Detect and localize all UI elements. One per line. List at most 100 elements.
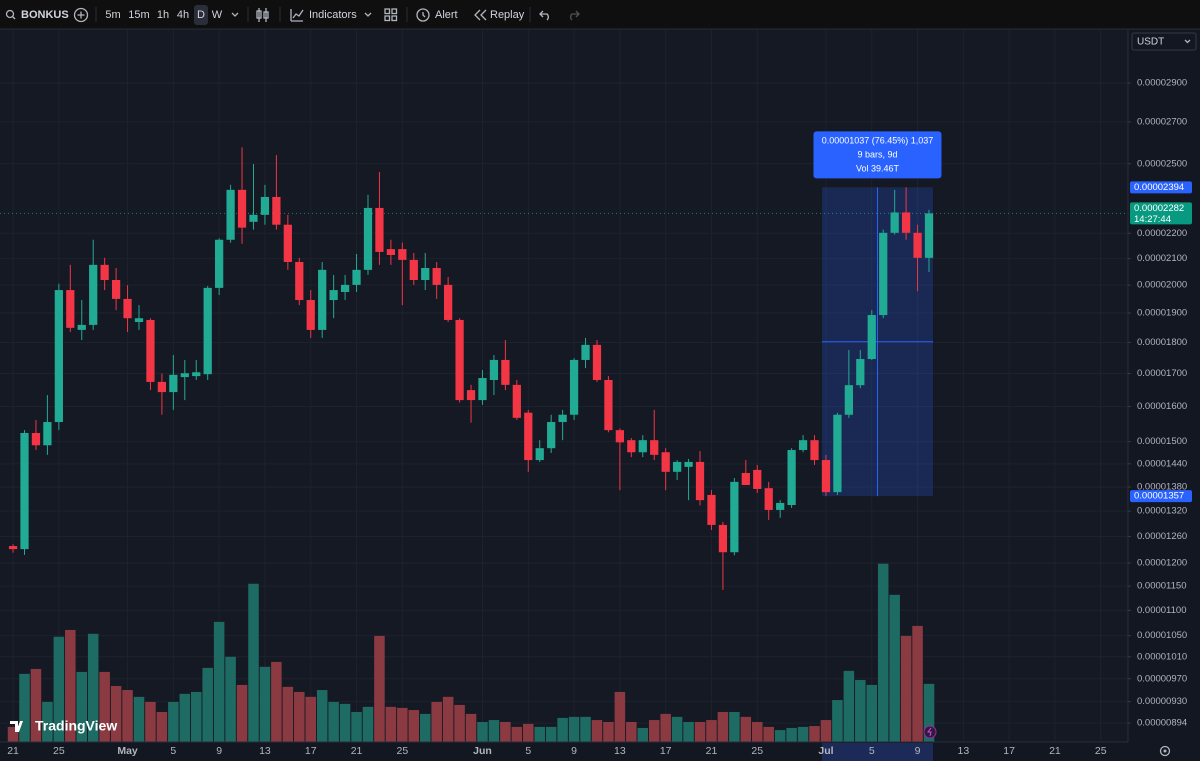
flash-icon[interactable] (923, 725, 937, 739)
y-tick-label: 0.00001320 (1137, 506, 1187, 517)
candle-body (592, 344, 602, 380)
volume-bar (545, 726, 557, 742)
y-tick-label: 0.00002900 (1137, 78, 1187, 89)
candle-body (718, 524, 728, 553)
volume-bar (397, 707, 408, 742)
volume-bar (465, 713, 477, 742)
candle-body (89, 264, 98, 325)
y-tick-label: 0.00001050 (1137, 630, 1187, 641)
candle-body (409, 259, 418, 280)
candle-body (856, 359, 865, 386)
candle-body (318, 269, 327, 330)
volume-bar (626, 721, 637, 742)
x-tick-label: 5 (170, 745, 176, 757)
candle-body (100, 264, 109, 280)
volume-bar (133, 696, 145, 742)
interval-button[interactable]: W (212, 9, 223, 21)
y-tick-label: 0.00000970 (1137, 673, 1187, 684)
indicators-button[interactable]: Indicators (290, 9, 357, 22)
x-tick-label: 13 (614, 745, 626, 757)
alert-button[interactable]: Alert (416, 8, 458, 22)
candle-body (478, 378, 487, 401)
interval-button[interactable]: 5m (105, 9, 120, 21)
x-tick-label: 21 (7, 745, 19, 757)
measure-tooltip-text: 9 bars, 9d (857, 150, 897, 160)
volume-layer (7, 563, 935, 742)
volume-bar (87, 633, 99, 742)
y-tick-label: 0.00002700 (1137, 116, 1187, 127)
redo-button[interactable] (570, 10, 580, 21)
x-tick-label: Jul (818, 745, 833, 757)
chart-type-button[interactable] (256, 8, 269, 22)
candle-body (684, 461, 693, 467)
candle-body (134, 318, 144, 322)
candle-body (615, 430, 624, 443)
interval-button[interactable]: D (197, 9, 205, 21)
alert-label[interactable]: Alert (435, 9, 458, 21)
x-tick-label: 9 (216, 745, 222, 757)
candle-body (741, 472, 750, 486)
x-tick-label: 25 (1095, 745, 1107, 757)
volume-bar (477, 721, 488, 742)
symbol[interactable]: BONKUS (21, 9, 69, 21)
currency-label[interactable]: USDT (1137, 37, 1164, 48)
volume-bar (110, 685, 122, 742)
candle-body (329, 290, 338, 301)
candle-body (833, 414, 842, 493)
candle-body (672, 461, 682, 472)
currency-select[interactable]: USDT (1131, 32, 1197, 51)
time-axis-range (821, 743, 934, 761)
volume-bar (419, 713, 431, 742)
candle-body (8, 546, 18, 550)
interval-dropdown[interactable] (231, 12, 239, 17)
candle-body (260, 196, 270, 215)
countdown: 14:27:44 (1134, 214, 1171, 225)
volume-bar (339, 703, 351, 742)
replay-button[interactable]: Replay (474, 9, 525, 21)
candle-body (604, 379, 613, 431)
candle-body (650, 440, 659, 455)
compare-button[interactable] (73, 7, 89, 23)
candle-body (753, 469, 762, 489)
indicators-label[interactable]: Indicators (309, 9, 357, 21)
candle-body (512, 384, 521, 418)
volume-bar (156, 711, 168, 742)
candle-body (398, 249, 407, 260)
volume-bar (431, 701, 442, 742)
interval-button[interactable]: 1h (157, 9, 169, 21)
volume-bar (832, 700, 843, 742)
candle-body (54, 290, 63, 423)
volume-bar (65, 629, 76, 742)
volume-bar (752, 721, 763, 742)
volume-bar (225, 656, 236, 742)
volume-bar (900, 635, 912, 742)
candle-body (31, 432, 41, 446)
y-tick-label: 0.00000894 (1137, 718, 1187, 729)
replay-label[interactable]: Replay (490, 9, 525, 21)
x-tick-label: 21 (351, 745, 363, 757)
volume-bar (454, 704, 465, 742)
layout-button[interactable] (384, 8, 398, 22)
interval-button[interactable]: 15m (128, 9, 149, 21)
volume-bar (179, 693, 191, 742)
candle-body (764, 488, 773, 510)
candle-body (776, 502, 785, 510)
candle-body (901, 212, 911, 233)
y-tick-label: 0.00001150 (1137, 581, 1187, 592)
x-tick-label: 5 (525, 745, 531, 757)
logo: TradingView (10, 718, 117, 734)
candle-layer (8, 147, 934, 590)
volume-bar (271, 661, 282, 742)
volume-bar (30, 668, 42, 742)
candle-body (203, 287, 212, 375)
indicators-dropdown[interactable] (364, 12, 372, 17)
measure-tooltip-box (813, 131, 942, 179)
candle-body (169, 374, 178, 393)
candle-body (489, 359, 499, 380)
settings-button[interactable] (1159, 745, 1171, 757)
symbol-search[interactable]: BONKUS (5, 9, 69, 21)
interval-button[interactable]: 4h (177, 9, 189, 21)
undo-button[interactable] (539, 10, 549, 21)
volume-bar (328, 701, 339, 742)
